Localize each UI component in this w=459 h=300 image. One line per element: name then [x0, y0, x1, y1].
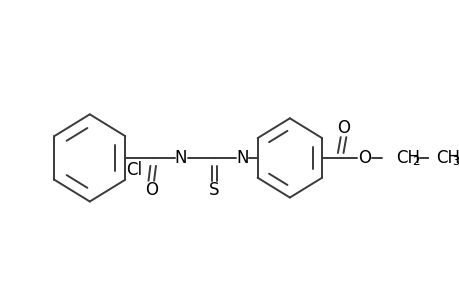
Text: O: O [145, 181, 157, 199]
Text: CH: CH [435, 149, 459, 167]
Text: N: N [174, 149, 187, 167]
Text: S: S [209, 181, 219, 199]
Text: Cl: Cl [126, 161, 142, 179]
Text: 3: 3 [451, 155, 459, 168]
Text: 2: 2 [411, 155, 419, 168]
Text: CH: CH [395, 149, 419, 167]
Text: O: O [336, 119, 349, 137]
Text: N: N [236, 149, 248, 167]
Text: O: O [358, 149, 370, 167]
